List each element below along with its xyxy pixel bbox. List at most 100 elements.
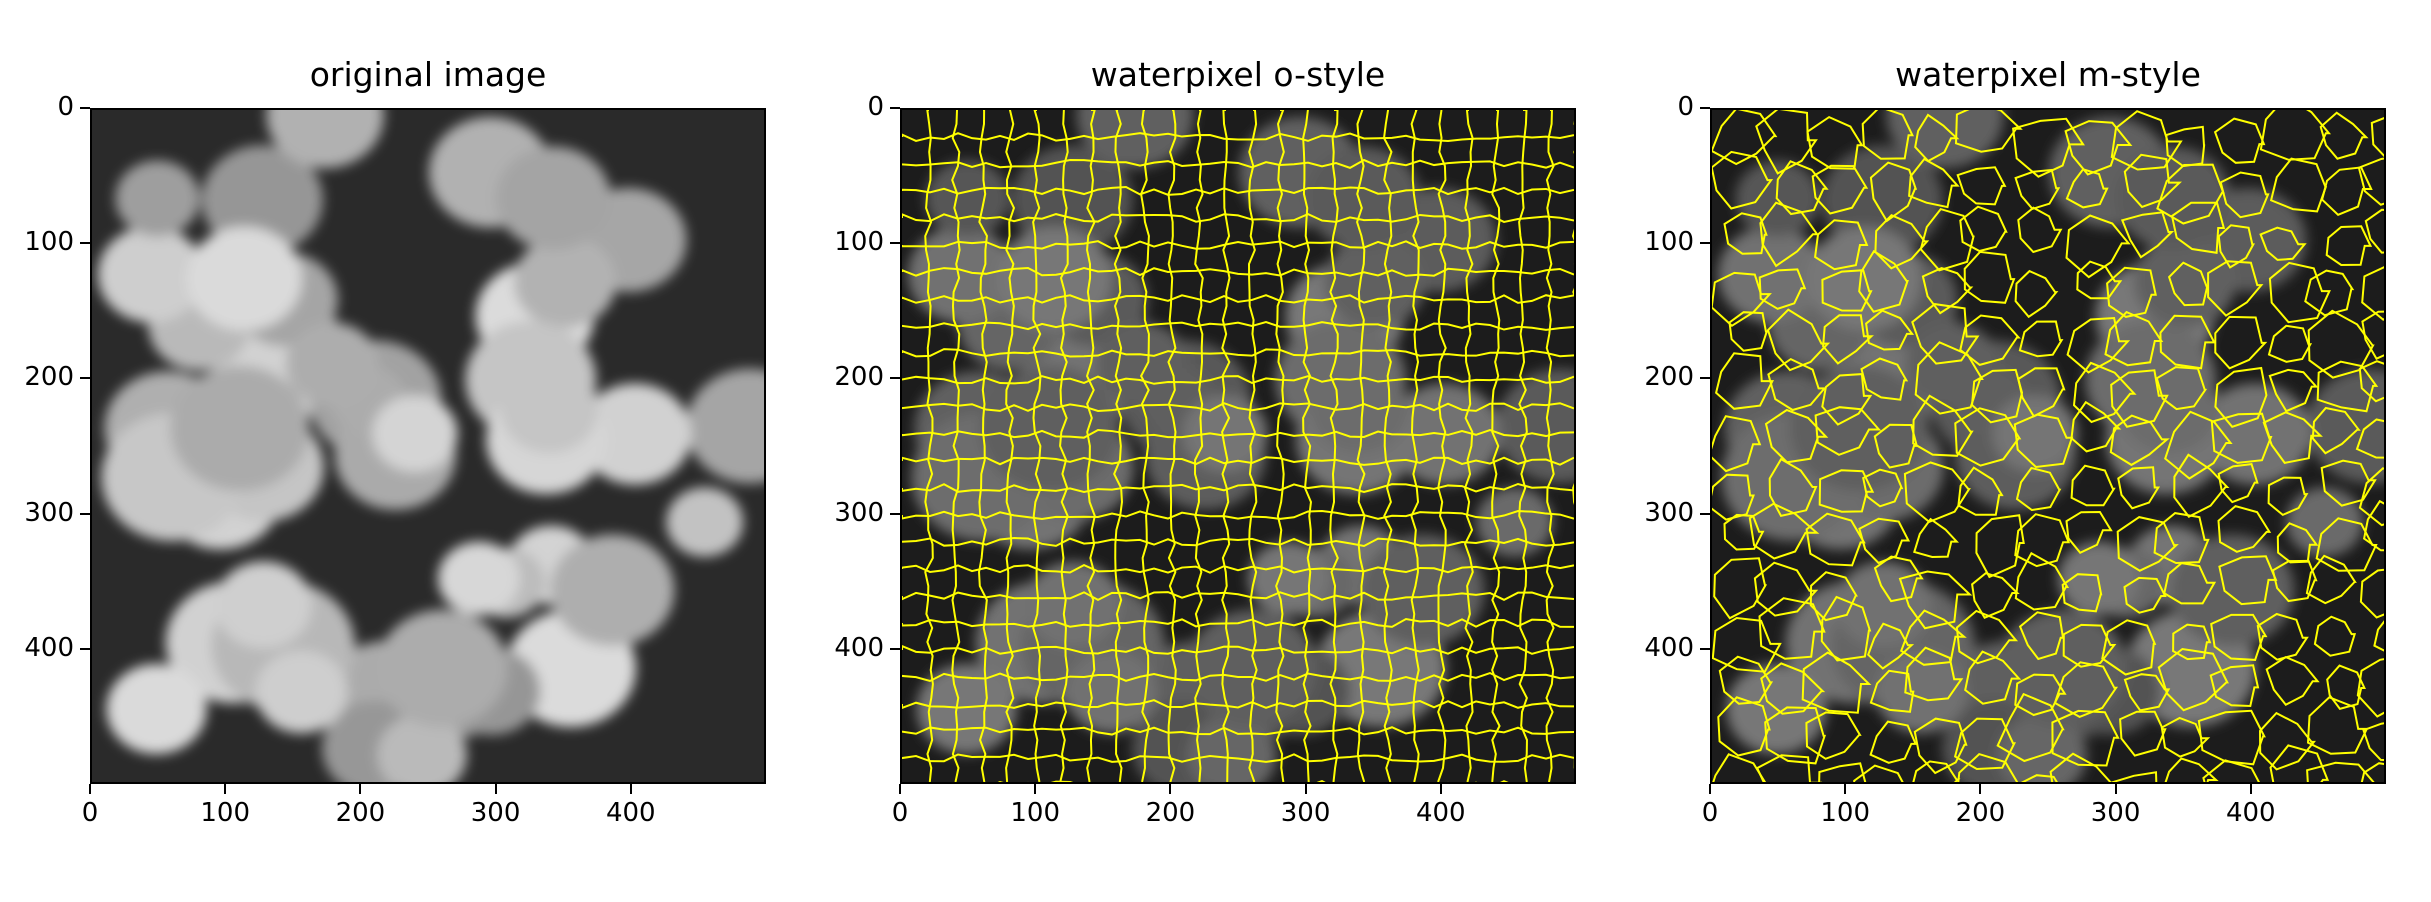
boundary-line (902, 671, 1574, 683)
superpixel-outline (2315, 517, 2378, 572)
superpixel-outline (2319, 111, 2369, 160)
boundary-line (902, 564, 1574, 574)
superpixel-outline (1975, 514, 2025, 579)
superpixel-outline (1818, 469, 1875, 513)
x-tick-label: 300 (2090, 798, 2141, 828)
superpixel-outline (2265, 655, 2320, 706)
superpixel-outline (1822, 314, 1874, 365)
cell-blob (170, 365, 310, 491)
cell-blob (1992, 395, 2078, 472)
y-tick-mark (80, 512, 90, 515)
superpixel-outline (1714, 352, 1775, 410)
superpixel-outline (1805, 711, 1862, 760)
superpixel-outline (2271, 559, 2318, 603)
x-tick-mark (629, 784, 632, 794)
superpixel-outline (1865, 309, 1915, 351)
boundary-line (902, 510, 1574, 520)
superpixel-outline (1963, 250, 2016, 304)
boundary-line (902, 428, 1574, 439)
superpixel-outline (1775, 160, 1829, 216)
superpixel-outline (1818, 762, 1867, 782)
superpixel-outline (2014, 168, 2061, 211)
boundary-line (902, 266, 1574, 277)
superpixel-outline (2012, 117, 2085, 178)
superpixel-outline (2066, 316, 2131, 374)
x-tick-label: 100 (1820, 798, 1870, 828)
cell-blob (1360, 534, 1485, 646)
superpixel-outline (1853, 764, 1904, 782)
boundary-line (902, 482, 1574, 494)
superpixel-outline (2217, 463, 2259, 504)
superpixel-outline (1728, 311, 1769, 352)
superpixel-outline (1919, 207, 1975, 272)
cell-blob (115, 160, 200, 237)
superpixel-outline (2123, 673, 2171, 712)
superpixel-outline (2014, 269, 2059, 319)
superpixel-outline (1755, 754, 1823, 782)
cell-blob (500, 365, 599, 454)
x-tick-label: 100 (1010, 798, 1060, 828)
boundary-line (902, 617, 1574, 628)
image-area-original (90, 108, 766, 784)
boundary-line (1139, 110, 1150, 782)
y-tick-mark (80, 647, 90, 650)
superpixel-outline (2267, 476, 2309, 517)
superpixel-outline (1959, 314, 2021, 366)
superpixel-outline (2065, 168, 2109, 209)
superpixel-outline (2360, 762, 2384, 782)
cell-blob (201, 145, 323, 255)
superpixel-outline (1764, 706, 1826, 765)
superpixel-outline (1814, 219, 1869, 271)
boundary-line (902, 348, 1574, 358)
superpixel-outline (2117, 466, 2161, 510)
cell-blob (666, 487, 744, 557)
x-tick-label: 0 (1701, 798, 1719, 828)
superpixel-outline (2110, 369, 2169, 428)
panel-m-style: waterpixel m-style 0 100 200 300 400 0 100 200 3… (1620, 0, 2386, 902)
waterpixel-boundaries (1712, 110, 2384, 782)
superpixel-outline (2358, 360, 2384, 403)
cell-blob (2306, 368, 2384, 484)
superpixel-outline (1768, 457, 1818, 517)
superpixel-outline (2362, 499, 2384, 552)
cell-blob (1997, 714, 2087, 782)
superpixel-outline (2213, 117, 2266, 164)
superpixel-outline (2119, 710, 2167, 757)
boundary-line (978, 110, 988, 782)
superpixel-outline (1712, 150, 1774, 210)
boundary-line (902, 158, 1574, 169)
y-tick-mark (80, 377, 90, 380)
superpixel-outline (2313, 615, 2357, 657)
superpixel-outline (2104, 310, 2164, 367)
superpixel-outline (2217, 504, 2272, 553)
superpixel-outline (2070, 400, 2122, 453)
x-tick-label: 300 (1280, 798, 1331, 828)
boundary-line (902, 375, 1574, 385)
x-tick-label: 0 (81, 798, 99, 828)
x-tick-mark (1439, 784, 1442, 794)
cell-blob (1790, 365, 1930, 491)
x-tick-label: 300 (470, 798, 521, 828)
superpixel-outline (1723, 212, 1768, 255)
superpixel-outline (2051, 709, 2120, 767)
original-image (92, 110, 764, 782)
cell-blob (2133, 235, 2236, 328)
superpixel-outline (1759, 201, 1820, 268)
boundary-line (1491, 110, 1501, 782)
superpixel-outline (1712, 616, 1782, 673)
superpixel-outline (2373, 620, 2384, 652)
x-tick-mark (1709, 784, 1711, 794)
superpixel-outline (2304, 269, 2355, 317)
y-tick-label: 200 (24, 362, 74, 393)
superpixel-outline (1862, 468, 1904, 508)
superpixel-outline (2017, 206, 2063, 254)
superpixel-outline (1957, 466, 2004, 516)
superpixel-outline (2268, 261, 2331, 324)
cell-blob (215, 561, 312, 649)
boundary-line (924, 110, 934, 782)
boundary-line (1518, 110, 1528, 782)
superpixel-outline (2164, 410, 2233, 480)
cell-blob (1065, 650, 1158, 734)
x-tick-mark (1844, 784, 1847, 794)
cell-blob (513, 235, 616, 328)
